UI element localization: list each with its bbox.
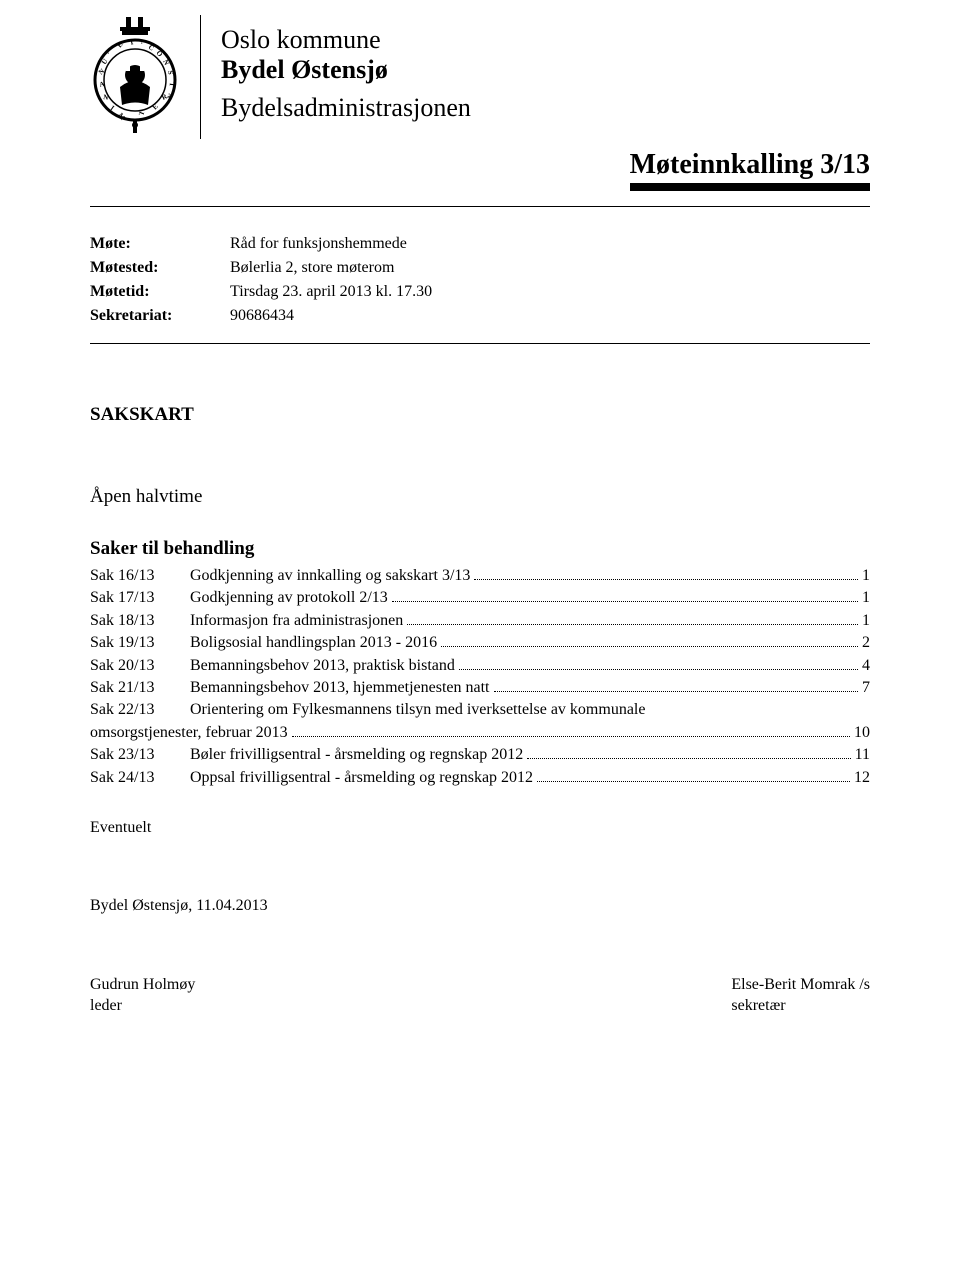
signature-row: Gudrun Holmøy leder Else-Berit Momrak /s… (90, 975, 870, 1017)
eventuelt: Eventuelt (90, 819, 870, 837)
toc-page: 4 (862, 655, 870, 677)
svg-text:T: T (168, 82, 176, 88)
meta-label: Sekretariat: (90, 304, 230, 328)
table-of-contents: Sak 16/13 Godkjenning av innkalling og s… (90, 565, 870, 789)
toc-title: Boligsosial handlingsplan 2013 - 2016 (190, 632, 437, 654)
doc-title-wrap: Møteinnkalling 3/13 (90, 149, 870, 191)
toc-row: Sak 16/13 Godkjenning av innkalling og s… (90, 565, 870, 587)
toc-row: Sak 19/13 Boligsosial handlingsplan 2013… (90, 632, 870, 654)
toc-dots (392, 601, 858, 602)
toc-sak: Sak 16/13 (90, 565, 190, 587)
toc-title: Oppsal frivilligsentral - årsmelding og … (190, 767, 533, 789)
toc-page: 12 (854, 767, 870, 789)
signature-right: Else-Berit Momrak /s sekretær (731, 975, 870, 1017)
toc-row: Sak 22/13 Orientering om Fylkesmannens t… (90, 699, 870, 721)
meta-value: Tirsdag 23. april 2013 kl. 17.30 (230, 280, 870, 304)
signer-title: sekretær (731, 996, 870, 1017)
toc-row: Sak 17/13 Godkjenning av protokoll 2/13 … (90, 587, 870, 609)
toc-row-continuation: omsorgstjenester, februar 2013 10 (90, 722, 870, 744)
toc-page: 2 (862, 632, 870, 654)
toc-sak: Sak 17/13 (90, 587, 190, 609)
divider (90, 343, 870, 344)
svg-text:N: N (103, 93, 109, 102)
meta-label: Møtested: (90, 256, 230, 280)
meta-label: Møtetid: (90, 280, 230, 304)
divider (90, 206, 870, 207)
toc-page: 1 (862, 610, 870, 632)
meta-value: Bølerlia 2, store møterom (230, 256, 870, 280)
signer-title: leder (90, 996, 195, 1017)
document-title: Møteinnkalling 3/13 (630, 149, 870, 191)
behandling-heading: Saker til behandling (90, 538, 870, 560)
sakskart-heading: SAKSKART (90, 404, 870, 426)
toc-title: Godkjenning av protokoll 2/13 (190, 587, 388, 609)
toc-row: Sak 20/13 Bemanningsbehov 2013, praktisk… (90, 655, 870, 677)
org-info: Oslo kommune Bydel Østensjø Bydelsadmini… (200, 15, 471, 139)
toc-title: Godkjenning av innkalling og sakskart 3/… (190, 565, 470, 587)
signer-name: Else-Berit Momrak /s (731, 975, 870, 996)
toc-page: 7 (862, 677, 870, 699)
toc-title: Orientering om Fylkesmannens tilsyn med … (190, 699, 645, 721)
toc-sak: Sak 24/13 (90, 767, 190, 789)
toc-page: 11 (855, 744, 870, 766)
toc-dots (292, 736, 850, 737)
meta-value: Råd for funksjonshemmede (230, 232, 870, 256)
org-name: Oslo kommune (221, 25, 471, 55)
toc-title: Bøler frivilligsentral - årsmelding og r… (190, 744, 523, 766)
toc-dots (441, 646, 858, 647)
toc-dots (494, 691, 859, 692)
meta-row-motetid: Møtetid: Tirsdag 23. april 2013 kl. 17.3… (90, 280, 870, 304)
toc-dots (459, 669, 858, 670)
oslo-seal-icon: U N A N I M I T E R · E T · C O N (90, 15, 180, 135)
toc-title: omsorgstjenester, februar 2013 (90, 722, 288, 744)
toc-title: Bemanningsbehov 2013, hjemmetjenesten na… (190, 677, 490, 699)
svg-text:I: I (109, 104, 116, 112)
toc-sak: Sak 21/13 (90, 677, 190, 699)
department-name: Bydelsadministrasjonen (221, 93, 471, 123)
toc-title: Bemanningsbehov 2013, praktisk bistand (190, 655, 455, 677)
toc-row: Sak 23/13 Bøler frivilligsentral - årsme… (90, 744, 870, 766)
toc-sak: Sak 20/13 (90, 655, 190, 677)
toc-dots (527, 758, 850, 759)
meta-value: 90686434 (230, 304, 870, 328)
toc-sak: Sak 18/13 (90, 610, 190, 632)
toc-sak: Sak 19/13 (90, 632, 190, 654)
toc-dots (407, 624, 858, 625)
toc-row: Sak 24/13 Oppsal frivilligsentral - årsm… (90, 767, 870, 789)
letterhead: U N A N I M I T E R · E T · C O N (90, 15, 870, 139)
toc-row: Sak 18/13 Informasjon fra administrasjon… (90, 610, 870, 632)
meta-row-motested: Møtested: Bølerlia 2, store møterom (90, 256, 870, 280)
toc-dots (474, 579, 858, 580)
meta-row-mote: Møte: Råd for funksjonshemmede (90, 232, 870, 256)
meta-row-sekretariat: Sekretariat: 90686434 (90, 304, 870, 328)
toc-page: 10 (854, 722, 870, 744)
toc-page: 1 (862, 587, 870, 609)
district-name: Bydel Østensjø (221, 55, 471, 85)
dateline: Bydel Østensjø, 11.04.2013 (90, 897, 870, 915)
signature-left: Gudrun Holmøy leder (90, 975, 195, 1017)
signer-name: Gudrun Holmøy (90, 975, 195, 996)
toc-title: Informasjon fra administrasjonen (190, 610, 403, 632)
document-page: U N A N I M I T E R · E T · C O N (0, 0, 960, 1285)
open-halftime: Åpen halvtime (90, 486, 870, 508)
toc-dots (537, 781, 850, 782)
toc-row: Sak 21/13 Bemanningsbehov 2013, hjemmetj… (90, 677, 870, 699)
meeting-meta: Møte: Råd for funksjonshemmede Møtested:… (90, 232, 870, 328)
toc-sak: Sak 23/13 (90, 744, 190, 766)
meta-label: Møte: (90, 232, 230, 256)
toc-sak: Sak 22/13 (90, 699, 190, 721)
toc-page: 1 (862, 565, 870, 587)
